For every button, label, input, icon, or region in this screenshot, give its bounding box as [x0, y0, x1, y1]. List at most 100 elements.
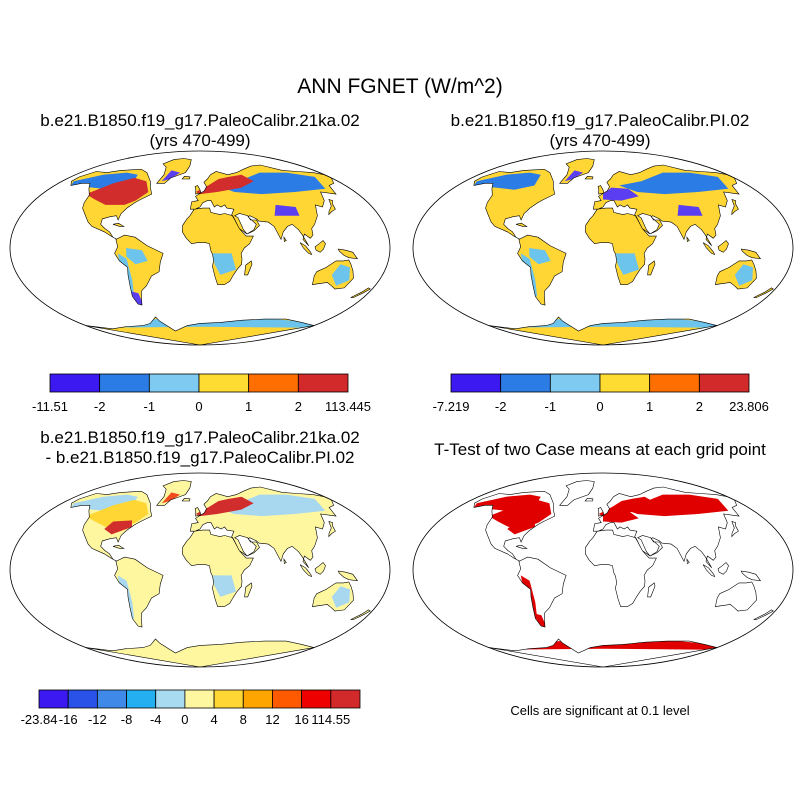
colorbar-3-label: 8: [240, 712, 247, 727]
map-panel-2: [412, 150, 794, 346]
panel4-title: T-Test of two Case means at each grid po…: [434, 440, 766, 459]
region-australiaBlue-3: [331, 586, 350, 608]
colorbar-3-swatch: [272, 689, 303, 709]
map-ocean-2: [413, 151, 793, 345]
region-fennoscand-1: [195, 174, 254, 195]
colorbar-3-swatch: [67, 689, 98, 709]
colorbar-1: -11.51 -2 -1 0 1 2 113.445: [32, 373, 371, 414]
land-fill-4: [473, 480, 774, 667]
colorbar-3-label: 114.55: [311, 712, 350, 727]
colorbar-2-label: -1: [545, 399, 557, 414]
region-greenlandS-3: [161, 492, 181, 504]
coastline-1: [70, 158, 371, 345]
region-australiaBlue-1: [331, 264, 350, 286]
panel3-title-line1: b.e21.B1850.f19_g17.PaleoCalibr.21ka.02: [40, 428, 360, 447]
map-panel-4: [412, 472, 794, 668]
colorbar-3-swatch: [301, 689, 332, 709]
map-border-2: [412, 150, 794, 346]
significance-note: Cells are significant at 0.1 level: [510, 703, 690, 718]
region-usEast-3: [104, 520, 132, 535]
colorbar-2-swatch: [450, 373, 502, 393]
colorbar-3-label: -23.84: [21, 712, 58, 727]
colorbar-1-swatch: [297, 373, 349, 393]
map-ocean-4: [413, 473, 793, 667]
region-sibCold-3: [216, 494, 326, 517]
coastline-2: [473, 158, 774, 345]
panel3-title-line2: - b.e21.B1850.f19_g17.PaleoCalibr.PI.02: [45, 448, 355, 467]
land-fill-2: [473, 158, 774, 345]
region-amazonBlue-2: [529, 248, 551, 265]
region-patagonia-4: [533, 613, 547, 629]
colorbar-1-label: 2: [295, 399, 302, 414]
region-greenlandS-2: [564, 170, 584, 182]
colorbar-1-swatch: [99, 373, 150, 393]
region-laurentide-1: [85, 177, 149, 205]
region-africaBlue-3: [212, 575, 236, 597]
region-amazonBlue-1: [126, 248, 148, 265]
colorbar-3-swatch: [38, 689, 69, 709]
colorbar-1-label: 1: [245, 399, 252, 414]
panel1-title-line2: (yrs 470-499): [149, 131, 251, 150]
colorbar-1-swatch: [248, 373, 299, 393]
colorbar-1-label: -1: [144, 399, 156, 414]
region-sibCold-2: [619, 172, 729, 195]
map-panel-1: [9, 150, 391, 346]
map-border-4: [412, 472, 794, 668]
region-tibet-2: [677, 204, 703, 216]
region-fennoscand-3: [195, 496, 254, 517]
colorbar-2-label: 0: [596, 399, 603, 414]
region-eurCold-4: [603, 509, 639, 523]
colorbar-2-label: 2: [696, 399, 703, 414]
map-ocean-1: [10, 151, 390, 345]
figure-title: ANN FGNET (W/m^2): [297, 75, 503, 98]
colorbar-1-label: -11.51: [32, 399, 68, 414]
colorbar-2-label: 1: [646, 399, 653, 414]
region-laurentide-4: [488, 499, 552, 527]
colorbar-1-swatch: [148, 373, 200, 393]
colorbar-3-label: 0: [181, 712, 188, 727]
colorbar-1-swatch: [49, 373, 101, 393]
colorbar-2-swatch: [698, 373, 750, 393]
region-sibCold-4: [619, 494, 729, 517]
colorbar-3-swatch: [213, 689, 244, 709]
colorbar-2-swatch: [500, 373, 551, 393]
colorbar-1-label: -2: [94, 399, 106, 414]
region-sibCold-1: [216, 172, 326, 195]
region-africaBlue-1: [212, 253, 236, 275]
land-fill-3: [70, 480, 371, 667]
colorbar-1-label: 113.445: [325, 399, 371, 414]
region-patagonia-1: [130, 291, 144, 307]
colorbar-2-label: -7.219: [433, 399, 470, 414]
coastline-4: [473, 480, 774, 667]
coastline-3: [70, 480, 371, 667]
region-eurCold-2: [603, 187, 639, 201]
colorbar-3-swatch: [155, 689, 186, 709]
colorbar-2-label: -2: [495, 399, 507, 414]
colorbar-1-label: 0: [195, 399, 202, 414]
panel2-title-line2: (yrs 470-499): [549, 131, 651, 150]
colorbar-3-label: -16: [59, 712, 78, 727]
colorbar-3-swatch: [126, 689, 157, 709]
colorbar-3-label: -8: [121, 712, 133, 727]
colorbar-3: -23.84 -16 -12 -8 -4 0 4 8 12 16 114.55: [21, 689, 361, 727]
region-greenlandS-1: [161, 170, 181, 182]
map-border-1: [9, 150, 391, 346]
colorbar-3-label: 16: [294, 712, 308, 727]
map-ocean-3: [10, 473, 390, 667]
colorbar-3-label: 4: [210, 712, 217, 727]
colorbar-2-swatch: [549, 373, 601, 393]
colorbar-3-label: -4: [150, 712, 162, 727]
region-laurentide-3: [85, 499, 149, 527]
colorbar-3-swatch: [96, 689, 127, 709]
colorbar-3-swatch: [242, 689, 273, 709]
map-panel-3: [9, 472, 391, 668]
colorbar-2: -7.219 -2 -1 0 1 2 23.806: [433, 373, 769, 414]
map-border-3: [9, 472, 391, 668]
region-africaBlue-2: [615, 253, 639, 275]
panel2-title-line1: b.e21.B1850.f19_g17.PaleoCalibr.PI.02: [450, 111, 750, 130]
land-fill-1: [70, 158, 371, 345]
colorbar-2-label: 23.806: [729, 399, 769, 414]
colorbar-3-label: -12: [88, 712, 107, 727]
colorbar-1-swatch: [198, 373, 250, 393]
